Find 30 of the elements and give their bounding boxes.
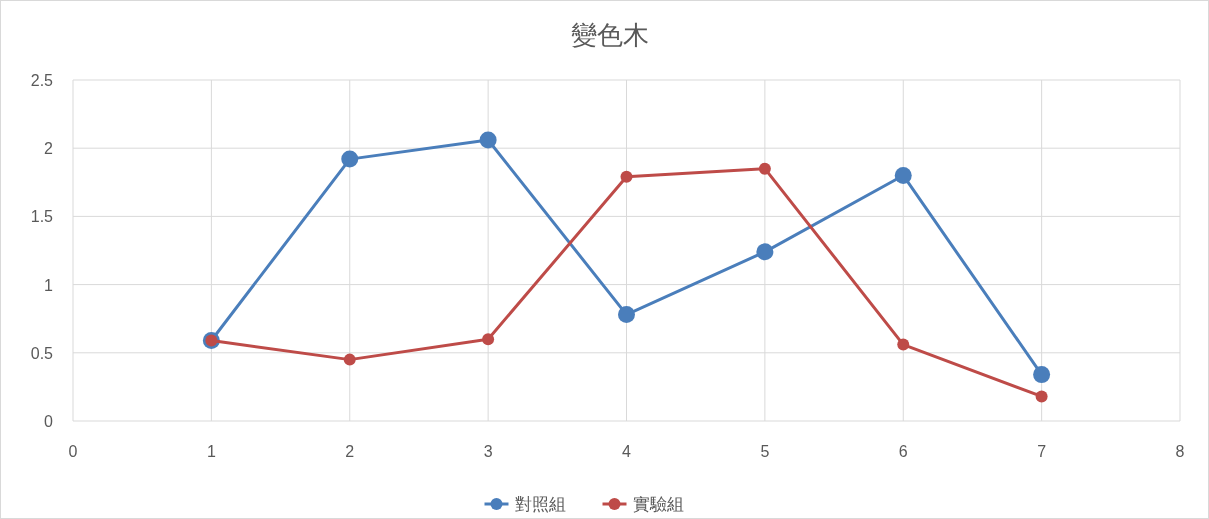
y-tick-label: 1.5	[30, 208, 54, 226]
point	[1033, 366, 1051, 384]
x-tick-label: 8	[1175, 443, 1185, 460]
x-tick-label: 4	[622, 443, 632, 460]
x-tick-label: 0	[68, 443, 78, 460]
x-tick-label: 6	[898, 443, 908, 460]
legend-label: 實驗組	[632, 495, 684, 514]
chart-title: 變色木	[570, 20, 649, 50]
x-tick-label: 3	[483, 443, 493, 460]
point	[620, 170, 633, 183]
point	[897, 338, 910, 351]
point	[618, 306, 635, 324]
y-tick-label: 1	[44, 276, 54, 294]
point	[479, 131, 497, 149]
y-tick-label: 0.5	[30, 344, 54, 362]
y-tick-label: 0	[44, 413, 54, 430]
point	[756, 243, 774, 261]
point	[343, 353, 356, 366]
y-tick-label: 2.5	[30, 72, 54, 89]
x-tick-label: 7	[1037, 443, 1047, 460]
point	[341, 150, 359, 168]
point	[894, 166, 912, 184]
y-tick-label: 2	[44, 140, 54, 158]
point	[1035, 390, 1048, 403]
point	[758, 162, 771, 175]
x-tick-label: 5	[760, 443, 770, 460]
legend-label: 對照組	[514, 495, 566, 514]
x-tick-label: 2	[345, 443, 355, 460]
point	[482, 333, 495, 346]
x-tick-label: 1	[206, 443, 216, 460]
